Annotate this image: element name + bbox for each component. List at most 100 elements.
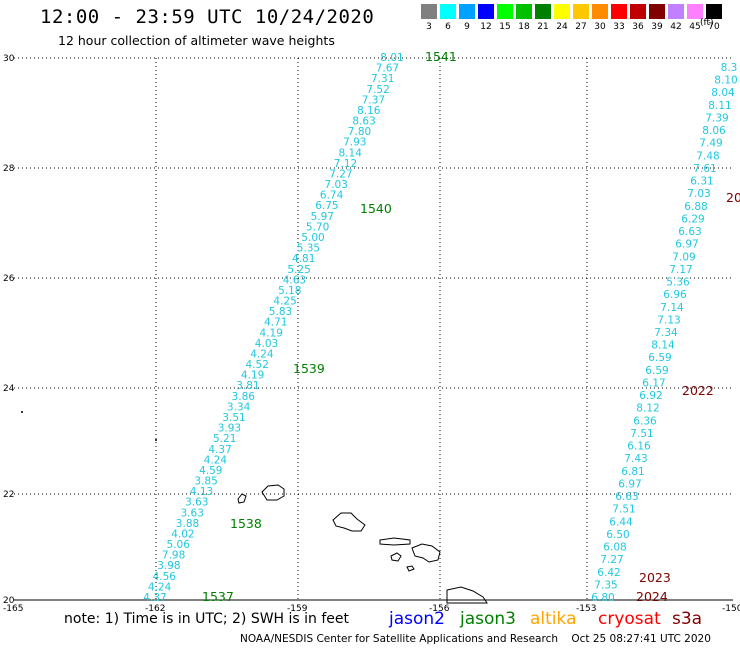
wave-height-value: 8.14: [651, 340, 675, 352]
wave-height-value: 6.59: [648, 352, 671, 364]
wave-height-value: 6.75: [315, 200, 338, 212]
scale-swatch: [497, 4, 513, 19]
wave-height-value: 7.51: [612, 504, 635, 516]
scale-swatch: [478, 4, 494, 19]
wave-height-value: 6.81: [621, 466, 644, 478]
scale-label: 42: [670, 22, 682, 32]
wave-height-value: 6.88: [684, 201, 707, 213]
wave-height-value: 4.56: [153, 571, 177, 583]
wave-height-value: 7.27: [329, 169, 352, 181]
wave-height-value: 6.59: [645, 365, 668, 377]
wave-height-value: 6.31: [690, 176, 713, 188]
wave-height-value: 5.00: [301, 232, 324, 244]
wave-height-value: 4.52: [246, 359, 269, 371]
wave-height-value: 3.51: [222, 412, 245, 424]
wave-height-value: 7.80: [348, 126, 371, 138]
wave-height-value: 8.01: [380, 52, 403, 64]
scale-label: 15: [499, 22, 511, 32]
wave-height-value: 7.12: [334, 158, 357, 170]
lat-tick-label: 26: [3, 274, 15, 284]
wave-height-value: 8.3: [721, 62, 738, 74]
wave-height-value: 6.97: [675, 239, 698, 251]
pass-number-label: 1540: [360, 201, 392, 216]
wave-height-value: 4.19: [241, 370, 264, 382]
wave-height-value: 8.16: [357, 105, 381, 117]
pass-number-label: 20: [726, 190, 740, 205]
wave-height-value: 7.51: [630, 428, 653, 440]
scale-label: 18: [518, 22, 530, 32]
footer-note: note: 1) Time is in UTC; 2) SWH is in fe…: [64, 611, 350, 627]
scale-swatch: [554, 4, 570, 19]
islet-dot: [21, 411, 23, 413]
lat-lon-grid: -165 -162 -159 -156 -153 -150 30 28 26 24 22 20: [3, 54, 740, 614]
wave-height-value: 4.13: [190, 486, 213, 498]
mission-legend-item: s3a: [672, 609, 703, 629]
wave-height-value: 7.35: [594, 579, 617, 591]
wave-height-value: 8.14: [339, 147, 363, 159]
wave-height-value: 6.63: [615, 491, 638, 503]
wave-height-value: 3.81: [236, 380, 259, 392]
scale-label: 6: [445, 22, 451, 32]
wave-height-value: 8.12: [636, 403, 659, 415]
wave-height-value: 6.63: [678, 226, 701, 238]
wave-height-value: 4.71: [264, 317, 287, 329]
lon-tick-label: -162: [145, 604, 165, 614]
scale-label: 27: [575, 22, 587, 32]
mission-legend-item: jason3: [460, 609, 516, 629]
island-molokai: [379, 537, 411, 546]
wave-height-value: 3.85: [194, 476, 217, 488]
island-kahoolawe: [406, 565, 415, 572]
wave-height-value: 4.24: [148, 581, 172, 593]
wave-height-value: 6.74: [320, 190, 344, 202]
wave-height-value: 7.13: [657, 314, 680, 326]
hawaiian-islands: [237, 484, 488, 604]
lat-tick-label: 22: [3, 490, 14, 500]
scale-swatch: [668, 4, 684, 19]
scale-label: 33: [613, 22, 625, 32]
scale-swatch: [630, 4, 646, 19]
wave-height-value: 5.36: [666, 277, 690, 289]
wave-height-value: 4.81: [292, 253, 315, 265]
pass-number-label: 1537: [202, 589, 234, 604]
wave-height-value: 6.44: [609, 516, 633, 528]
wave-height-value: 5.97: [311, 211, 334, 223]
wave-height-value: 4.24: [250, 349, 274, 361]
wave-height-value: 3.88: [176, 518, 199, 530]
wave-height-value: 7.09: [672, 251, 695, 263]
wave-height-value: 6.29: [681, 213, 704, 225]
wave-height-value: 7.34: [654, 327, 678, 339]
wave-height-value: 7.17: [669, 264, 692, 276]
scale-swatch: [516, 4, 532, 19]
pass-number-label: 2023: [639, 570, 671, 585]
wave-height-value: 7.49: [699, 138, 722, 150]
scale-swatch: [573, 4, 589, 19]
wave-height-value: 5.18: [278, 285, 301, 297]
scale-swatch: [611, 4, 627, 19]
wave-height-value: 4.25: [273, 296, 296, 308]
wave-height-value: 5.35: [297, 243, 320, 255]
wave-height-value: 7.43: [624, 453, 647, 465]
wave-height-value: 5.06: [167, 539, 191, 551]
island-niihau: [237, 493, 247, 504]
wave-height-value: 3.98: [157, 560, 180, 572]
wave-height-value: 3.34: [227, 401, 251, 413]
island-maui: [411, 543, 441, 563]
wave-height-value: 6.08: [603, 542, 626, 554]
scale-label: 36: [632, 22, 644, 32]
wave-height-value: 7.03: [687, 188, 710, 200]
lat-tick-label: 28: [3, 164, 15, 174]
wave-height-value: 7.03: [325, 179, 348, 191]
scale-label: 45: [689, 22, 701, 32]
island-kauai: [261, 484, 285, 501]
scale-label: 70: [708, 22, 720, 32]
lon-tick-label: -150: [722, 604, 740, 614]
wave-height-value: 7.93: [343, 137, 366, 149]
wave-height-value: 7.61: [693, 163, 716, 175]
wave-height-value: 6.80: [591, 592, 614, 604]
lat-tick-label: 20: [3, 596, 15, 606]
wave-height-value: 8.06: [702, 125, 726, 137]
scale-swatch: [421, 4, 437, 19]
wave-height-value: 4.63: [283, 274, 306, 286]
mission-legend-item: cryosat: [598, 609, 661, 629]
wave-height-value: 6.36: [633, 415, 657, 427]
